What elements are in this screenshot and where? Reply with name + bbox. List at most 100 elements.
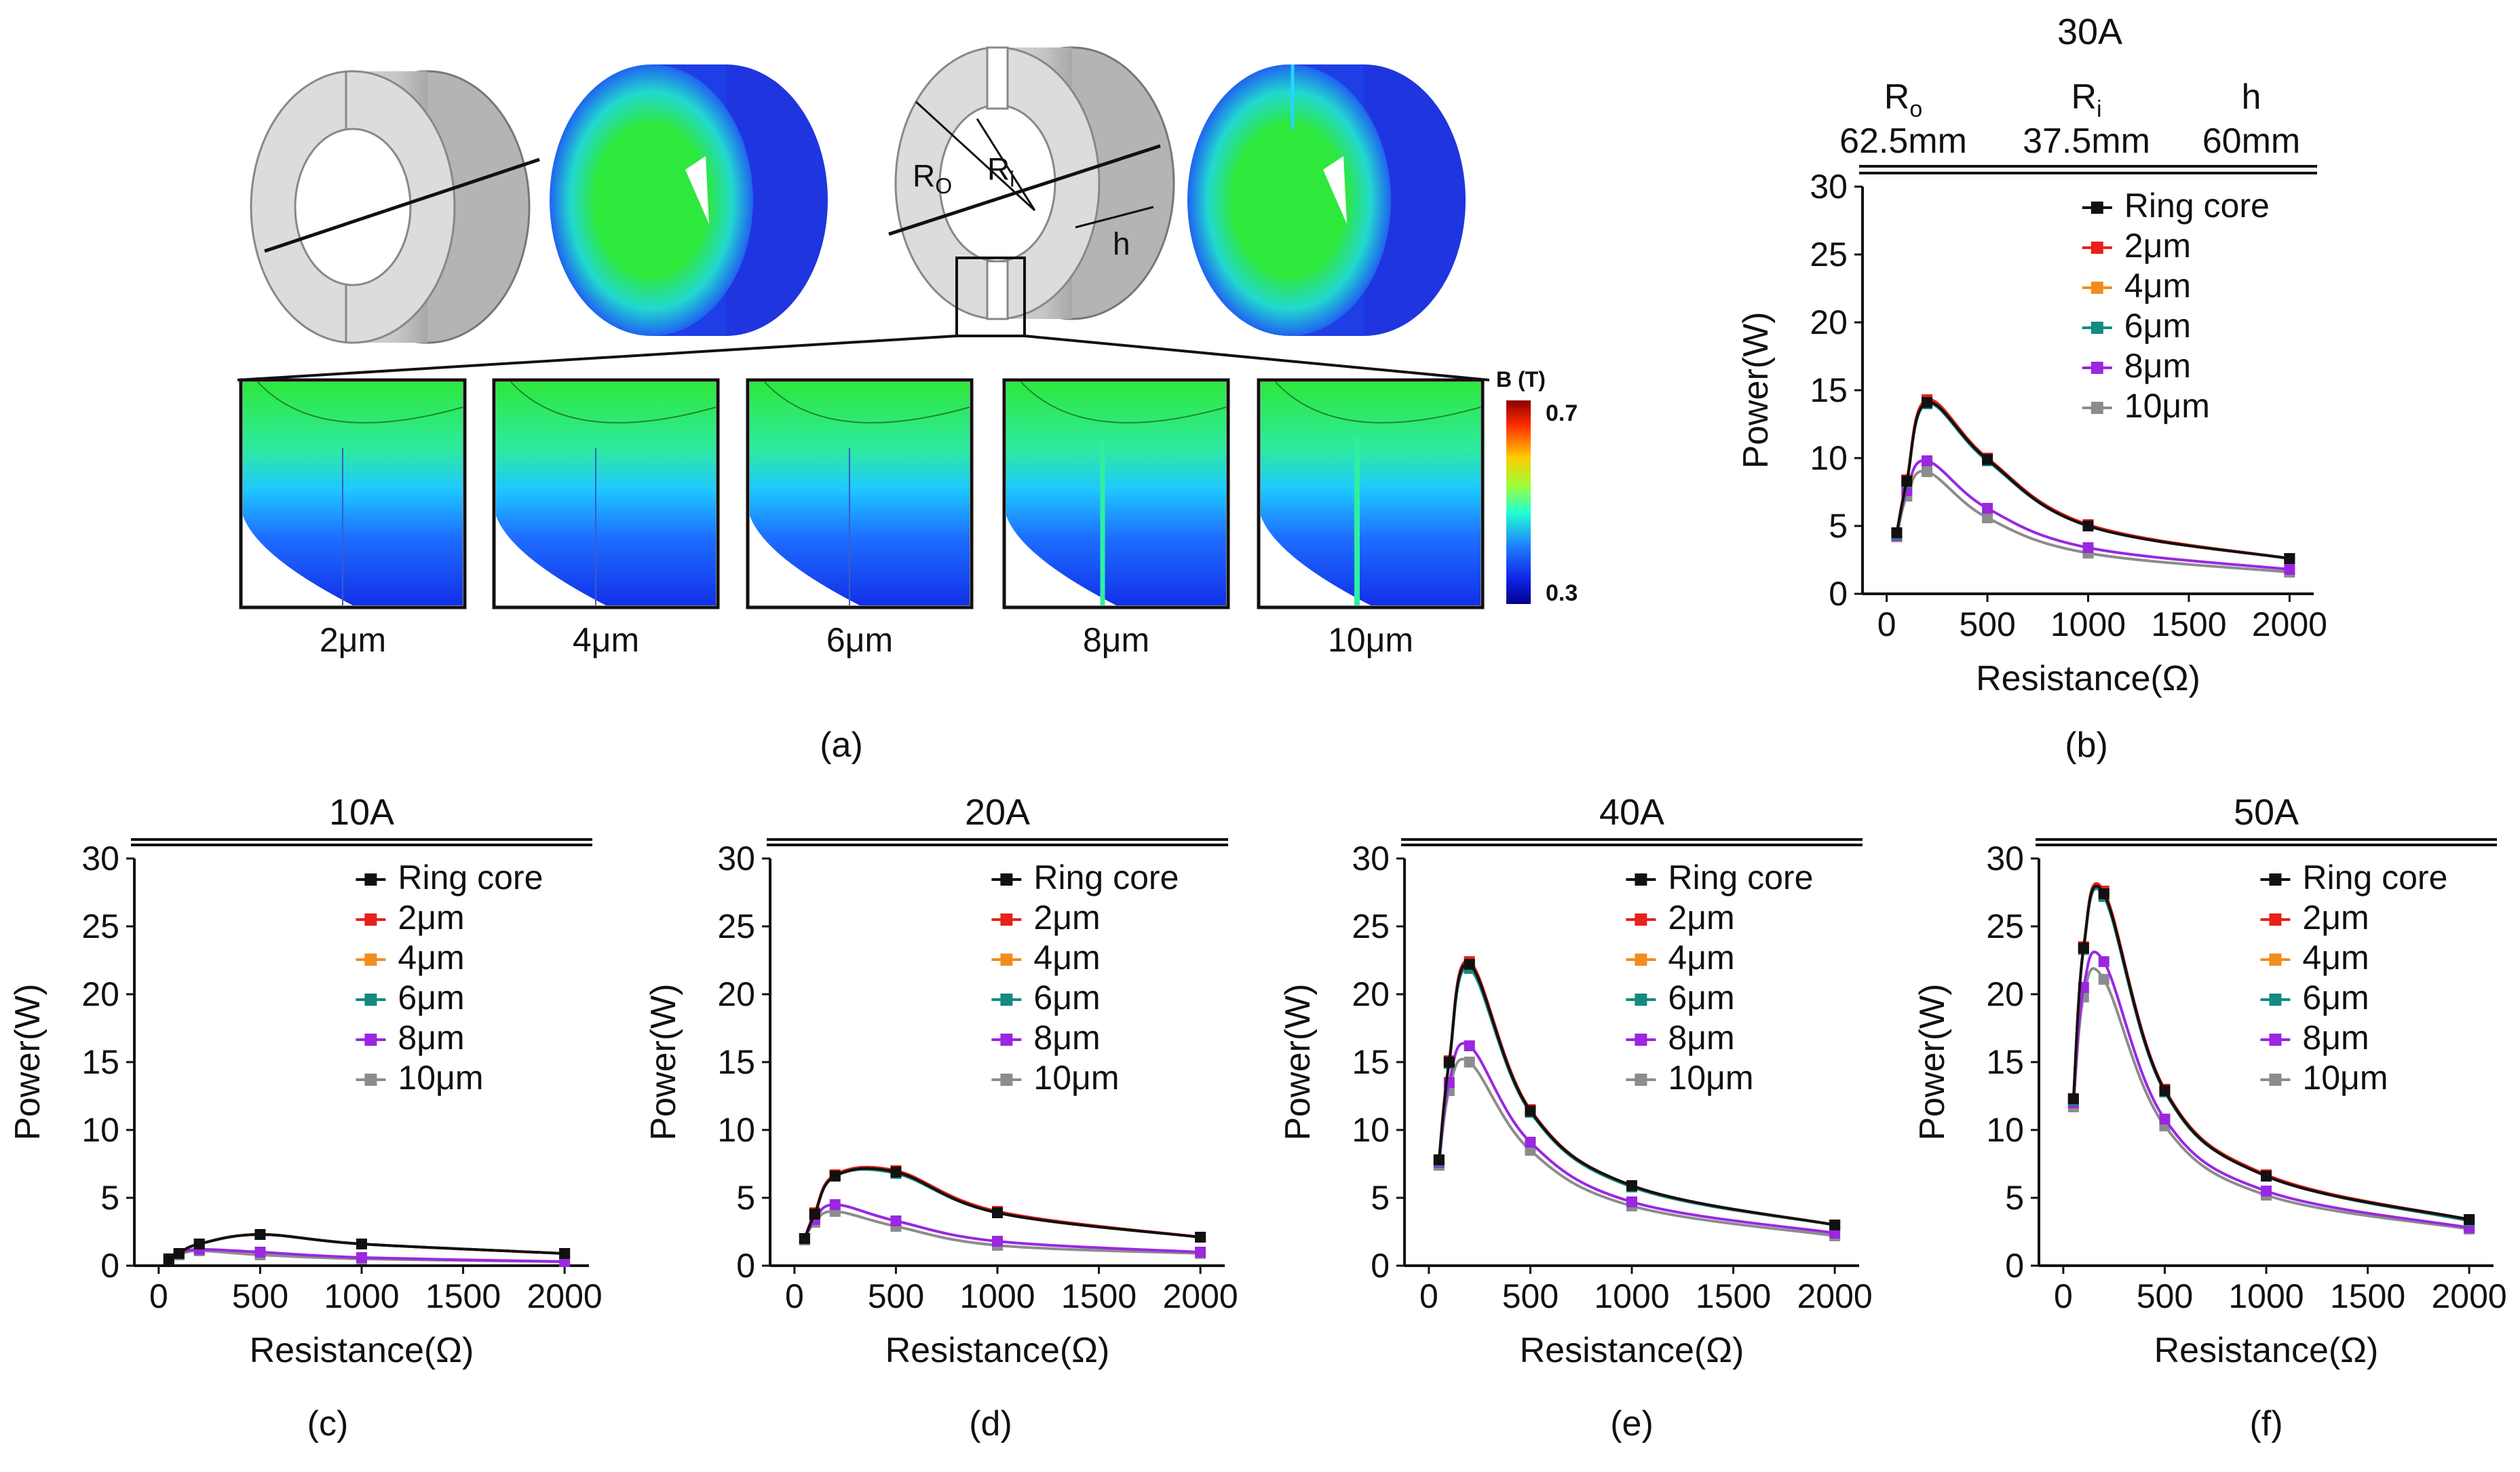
chart-e-ytick-label-0: 0 [1371,1247,1390,1285]
chart-d-20A: 20A 0 5 10 15 20 25 30 0 500 1000 1500 2000 Resistanc… [644,792,1238,1443]
chart-b-point-8um-2000 [2284,564,2295,575]
zoom-tile-2um: 2μm [239,378,467,659]
chart-f-xtick-label-1000: 1000 [2228,1277,2304,1315]
chart-d-xtick-label-2000: 2000 [1162,1277,1238,1315]
chart-e-xlabel: Resistance(Ω) [1520,1331,1744,1370]
chart-c-legend-marker-4um [364,954,377,966]
chart-e-point-ring-core-500 [1525,1106,1536,1116]
chart-f-legend-marker-ring-core [2269,873,2282,886]
chart-f-legend-label-10um: 10μm [2302,1059,2388,1097]
chart-b-legend-label-4um: 4μm [2124,267,2191,305]
chart-d-line-6um [803,1168,1201,1239]
chart-e-xtick-label-0: 0 [1419,1277,1438,1315]
chart-d-legend-label-ring-core: Ring core [1033,858,1179,897]
chart-f-point-ring-core-200 [2098,888,2109,899]
zoom-label-4um: 4μm [573,621,639,659]
chart-e-ytick-label-10: 10 [1352,1111,1390,1149]
chart-f-ytick-label-20: 20 [1986,975,2024,1013]
label-outer-radius: RO [913,158,952,198]
chart-b-point-10um-200 [1922,466,1932,477]
chart-f-point-ring-core-1000 [2261,1171,2272,1182]
chart-b-point-10um-500 [1982,512,1993,523]
chart-f-legend-marker-2um [2269,913,2282,926]
chart-c-legend-marker-ring-core [364,873,377,886]
chart-b-line-ring-core [1895,400,2290,560]
chart-b-ylabel: Power(W) [1736,312,1776,468]
chart-f-ytick-label-10: 10 [1986,1111,2024,1149]
chart-b-ytick-label-25: 25 [1810,235,1848,273]
colorbar-gradient [1506,400,1531,604]
chart-e-legend-label-8um: 8μm [1668,1019,1734,1057]
chart-f-legend-marker-10um [2269,1074,2282,1086]
chart-b-legend-label-6um: 6μm [2124,307,2191,345]
chart-b-point-8um-200 [1922,455,1932,466]
chart-c-xlabel: Resistance(Ω) [250,1331,474,1370]
chart-e-caption: (e) [1610,1404,1654,1443]
chart-c-legend-label-8um: 8μm [398,1019,464,1057]
param-h-value: 60mm [2202,121,2300,161]
chart-b-legend-marker-2um [2091,242,2103,254]
colorbar-title: B (T) [1496,367,1546,392]
chart-b-point-ring-core-500 [1982,454,1993,465]
chart-c-point-ring-core-500 [254,1229,266,1240]
chart-e-40A: 40A 0 5 10 15 20 25 30 0 500 1000 1500 2000 Resistanc… [1278,792,1873,1443]
chart-f-legend-label-2um: 2μm [2302,899,2369,937]
chart-f-point-ring-core-100 [2078,943,2089,954]
chart-b-ytick-label-15: 15 [1810,371,1848,409]
chart-c-ytick-label-5: 5 [100,1179,119,1217]
chart-b-point-ring-core-200 [1922,397,1932,408]
chart-f-point-10um-200 [2098,974,2109,985]
chart-f-legend-label-4um: 4μm [2302,939,2369,977]
panel-b-header: 30A Ro Ri h 62.5mm 37.5mm 60mm [1839,12,2300,161]
param-ro-name: Ro [1884,77,1922,122]
chart-d-point-ring-core-100 [809,1209,820,1220]
chart-e-point-ring-core-50 [1433,1154,1445,1165]
chart-e-point-8um-1000 [1626,1196,1637,1207]
chart-f-ytick-label-0: 0 [2005,1247,2024,1285]
chart-f-legend-label-ring-core: Ring core [2302,858,2447,897]
panel-b-current: 30A [2057,12,2122,52]
chart-b-point-ring-core-1000 [2082,521,2094,531]
chart-c-point-ring-core-200 [193,1239,205,1249]
chart-e-point-8um-200 [1464,1040,1475,1051]
chart-b-xtick-label-500: 500 [1959,605,2015,643]
chart-f-ytick-label-15: 15 [1986,1043,2024,1081]
chart-b-point-8um-1000 [2082,542,2094,553]
panel-a-illustration: RO Ri h 2μm 4 [237,46,1578,765]
chart-b-legend-marker-8um [2091,362,2103,374]
chart-b-xtick-label-1500: 1500 [2151,605,2226,643]
chart-d-xtick-label-1500: 1500 [1061,1277,1137,1315]
chart-e-legend-marker-10um [1635,1074,1647,1086]
colorbar: B (T) 0.7 0.3 [1496,367,1578,606]
chart-e-title: 40A [1599,792,1664,833]
chart-b-point-ring-core-50 [1891,527,1903,538]
chart-e-point-ring-core-1000 [1626,1180,1637,1191]
chart-d-point-ring-core-1000 [992,1207,1003,1218]
chart-e-point-ring-core-2000 [1829,1220,1841,1230]
chart-f-line-ring-core [2072,884,2470,1221]
chart-e-legend-label-ring-core: Ring core [1668,858,1813,897]
chart-d-legend-marker-2um [1000,913,1013,926]
zoom-tile-6um: 6μm [746,378,974,659]
chart-f-title: 50A [2234,792,2299,833]
zoom-label-2um: 2μm [320,621,386,659]
chart-e-legend-label-2um: 2μm [1668,899,1734,937]
chart-e-ytick-label-30: 30 [1352,839,1390,877]
zoom-tile-10um: 10μm [1257,378,1485,659]
chart-d-point-8um-2000 [1195,1247,1206,1258]
chart-d-point-ring-core-50 [799,1233,810,1244]
chart-f-xtick-label-0: 0 [2054,1277,2073,1315]
chart-b-ytick-label-0: 0 [1829,575,1848,613]
param-ri-name: Ri [2071,77,2101,122]
chart-c-ytick-label-30: 30 [81,839,119,877]
chart-d-legend-marker-10um [1000,1074,1013,1086]
chart-d-legend-label-10um: 10μm [1033,1059,1119,1097]
chart-f-line-2um [2072,882,2470,1221]
zoom-connector-right [1024,335,1490,381]
chart-b-point-8um-500 [1982,503,1993,514]
chart-c-legend-marker-10um [364,1074,377,1086]
chart-e-ylabel: Power(W) [1278,983,1318,1140]
chart-f-xtick-label-500: 500 [2137,1277,2193,1315]
chart-f-legend-marker-4um [2269,954,2282,966]
